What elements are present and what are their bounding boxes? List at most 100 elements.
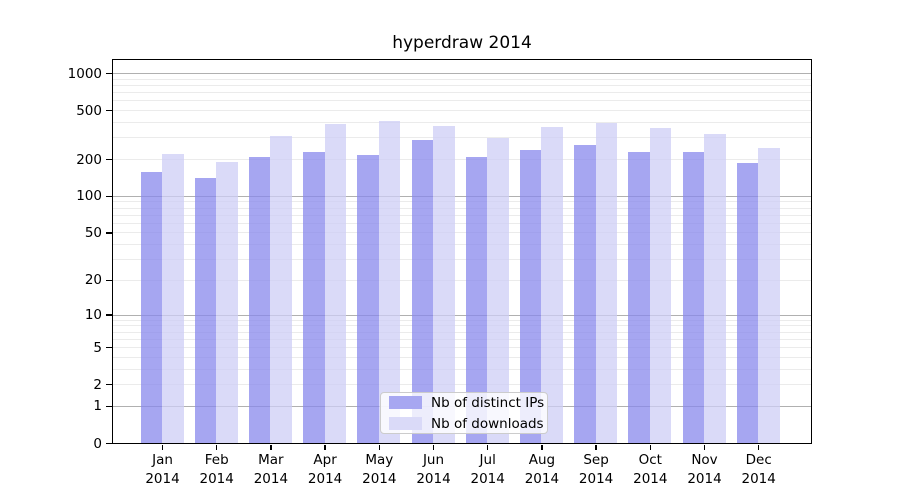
x-tick-year: 2014 — [145, 470, 180, 487]
minor-gridline — [112, 201, 811, 203]
legend-item-distinct-ips: Nb of distinct IPs — [389, 395, 544, 411]
minor-gridline — [112, 338, 811, 340]
x-tick-mark — [432, 444, 435, 450]
bar-distinct-ips — [628, 152, 650, 443]
y-tick-label: 2 — [93, 376, 102, 393]
legend-swatch-distinct-ips — [389, 396, 422, 409]
bar-distinct-ips — [465, 156, 488, 443]
bar-distinct-ips — [519, 150, 542, 443]
y-tick-label: 100 — [76, 188, 102, 205]
x-tick-month: Sep — [583, 452, 609, 468]
y-tick-label: 5 — [93, 339, 102, 356]
x-tick-year: 2014 — [253, 470, 289, 487]
x-tick-mark — [757, 444, 760, 450]
minor-gridline — [112, 232, 811, 234]
bar-downloads — [649, 128, 672, 443]
y-tick-label: 1000 — [67, 65, 102, 82]
x-tick-month: Aug — [528, 452, 556, 468]
bar-downloads — [270, 135, 292, 443]
bar-distinct-ips — [248, 157, 271, 443]
bar-downloads — [704, 134, 726, 443]
x-tick-label: Oct 2014 — [615, 451, 685, 488]
minor-gridline — [112, 92, 811, 94]
x-tick-label: Feb 2014 — [182, 451, 252, 488]
legend-item-downloads: Nb of downloads — [389, 416, 544, 432]
minor-gridline — [112, 384, 811, 386]
minor-gridline — [112, 279, 811, 281]
bar-downloads — [216, 161, 238, 443]
y-tick-mark — [105, 158, 112, 161]
minor-gridline — [112, 244, 811, 246]
bar-distinct-ips — [574, 144, 596, 443]
y-tick-label: 200 — [76, 151, 102, 168]
x-tick-label: Aug 2014 — [507, 451, 577, 488]
x-tick-year: 2014 — [307, 470, 343, 487]
x-tick-year: 2014 — [524, 470, 560, 487]
x-tick-year: 2014 — [362, 470, 397, 487]
x-tick-year: 2014 — [199, 470, 234, 487]
x-tick-mark — [649, 444, 652, 450]
y-tick-mark — [105, 346, 112, 349]
bar-distinct-ips — [411, 139, 433, 443]
plot-area — [111, 59, 812, 444]
minor-gridline — [112, 331, 811, 333]
x-tick-year: 2014 — [633, 470, 668, 487]
x-tick-month: Jul — [479, 452, 496, 468]
y-tick-mark — [105, 442, 112, 445]
minor-gridline — [112, 319, 811, 321]
minor-gridline — [112, 159, 811, 160]
minor-gridline — [112, 356, 811, 358]
x-tick-month: Mar — [258, 452, 284, 468]
legend-label-distinct-ips: Nb of distinct IPs — [431, 394, 545, 411]
x-tick-month: Apr — [313, 452, 337, 468]
x-tick-year: 2014 — [470, 470, 505, 487]
y-tick-mark — [105, 195, 112, 198]
bar-distinct-ips — [736, 162, 759, 443]
y-tick-mark — [105, 279, 112, 282]
x-tick-year: 2014 — [416, 470, 451, 487]
x-tick-month: May — [365, 452, 394, 468]
bar-downloads — [378, 120, 401, 443]
x-tick-label: Jun 2014 — [399, 451, 469, 488]
x-tick-label: Sep 2014 — [561, 451, 631, 488]
y-tick-mark — [105, 72, 112, 75]
bar-distinct-ips — [194, 178, 217, 443]
bar-distinct-ips — [357, 155, 379, 443]
x-tick-month: Jun — [422, 452, 445, 468]
x-tick-year: 2014 — [578, 470, 614, 487]
bar-downloads — [324, 123, 347, 443]
bar-distinct-ips — [140, 171, 162, 443]
bar-downloads — [433, 126, 455, 443]
y-tick-label: 0 — [93, 435, 102, 452]
bar-downloads — [487, 137, 509, 443]
minor-gridline — [112, 325, 811, 327]
major-gridline — [112, 195, 811, 197]
bar-downloads — [758, 147, 780, 443]
x-tick-mark — [378, 444, 381, 450]
minor-gridline — [112, 122, 811, 124]
legend-swatch-downloads — [389, 417, 422, 430]
minor-gridline — [112, 137, 811, 139]
x-tick-mark — [161, 444, 164, 450]
x-tick-label: Mar 2014 — [236, 451, 306, 488]
x-tick-month: Oct — [638, 452, 662, 468]
x-tick-month: Feb — [204, 452, 229, 468]
minor-gridline — [112, 259, 811, 261]
x-tick-mark — [324, 444, 326, 450]
minor-gridline — [112, 368, 811, 370]
minor-gridline — [112, 84, 811, 86]
bar-distinct-ips — [682, 152, 704, 443]
x-tick-label: Apr 2014 — [290, 451, 360, 488]
legend-label-downloads: Nb of downloads — [431, 415, 544, 432]
x-tick-month: Jan — [152, 452, 173, 468]
x-tick-label: Jul 2014 — [453, 451, 523, 488]
x-tick-mark — [270, 444, 272, 450]
y-tick-mark — [105, 383, 112, 386]
minor-gridline — [112, 110, 811, 112]
y-tick-label: 10 — [84, 307, 102, 324]
x-tick-month: Nov — [691, 452, 718, 468]
x-tick-month: Dec — [745, 452, 772, 468]
x-tick-year: 2014 — [741, 470, 776, 487]
y-tick-mark — [105, 109, 112, 112]
minor-gridline — [112, 347, 811, 349]
